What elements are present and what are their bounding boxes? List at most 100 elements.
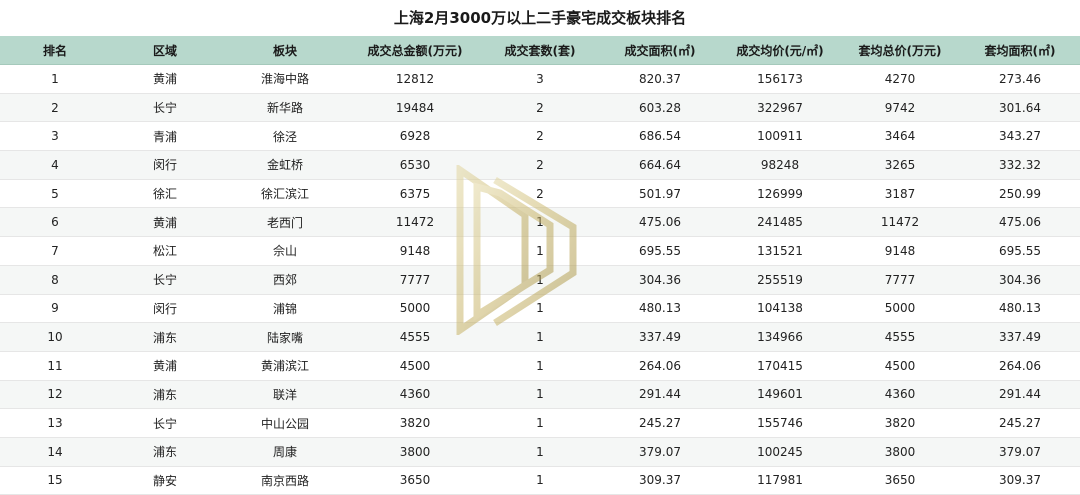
- table-cell: 1: [480, 265, 600, 295]
- table-cell: 中山公园: [220, 408, 350, 438]
- table-cell: 379.07: [960, 437, 1080, 467]
- table-cell: 黄浦: [110, 64, 220, 94]
- column-header-block: 板块: [220, 36, 350, 65]
- table-cell: 4555: [840, 322, 960, 352]
- table-cell: 7777: [350, 265, 480, 295]
- table-cell: 徐汇滨江: [220, 179, 350, 209]
- table-cell: 273.46: [960, 64, 1080, 94]
- table-cell: 1: [480, 322, 600, 352]
- table-cell: 2: [480, 179, 600, 209]
- table-cell: 长宁: [110, 93, 220, 123]
- table-cell: 170415: [720, 351, 840, 381]
- table-row: 14 浦东 周康 3800 1 379.07 100245 3800 379.07: [0, 437, 1080, 467]
- table-cell: 241485: [720, 207, 840, 238]
- table-cell: 4270: [840, 64, 960, 94]
- table-cell: 14: [0, 437, 110, 467]
- column-header-units: 成交套数(套): [480, 36, 600, 65]
- table-cell: 闵行: [110, 150, 220, 180]
- table-cell: 9: [0, 294, 110, 324]
- table-cell: 664.64: [600, 150, 720, 180]
- table-cell: 6530: [350, 150, 480, 180]
- table-cell: 浦东: [110, 322, 220, 352]
- table-cell: 3265: [840, 150, 960, 180]
- table-cell: 337.49: [960, 322, 1080, 352]
- table-cell: 12812: [350, 64, 480, 94]
- table-cell: 1: [480, 380, 600, 410]
- table-cell: 4360: [350, 380, 480, 410]
- column-header-rank: 排名: [0, 36, 110, 65]
- table-cell: 2: [480, 93, 600, 123]
- table-cell: 686.54: [600, 121, 720, 152]
- table-cell: 379.07: [600, 437, 720, 467]
- table-cell: 浦东: [110, 437, 220, 467]
- table-cell: 1: [480, 466, 600, 495]
- table-cell: 8: [0, 265, 110, 295]
- table-cell: 闵行: [110, 294, 220, 324]
- table-cell: 2: [480, 150, 600, 180]
- table-cell: 1: [0, 64, 110, 94]
- table-cell: 322967: [720, 93, 840, 123]
- table-cell: 9742: [840, 93, 960, 123]
- table-cell: 13: [0, 408, 110, 438]
- column-header-avg-total: 套均总价(万元): [840, 36, 960, 65]
- table-cell: 4: [0, 150, 110, 180]
- table-row: 10 浦东 陆家嘴 4555 1 337.49 134966 4555 337.49: [0, 322, 1080, 352]
- table-cell: 11: [0, 351, 110, 381]
- table-cell: 304.36: [960, 265, 1080, 295]
- table-header-row: 排名 区域 板块 成交总金额(万元) 成交套数(套) 成交面积(㎡) 成交均价(…: [0, 36, 1080, 65]
- table-row: 4 闵行 金虹桥 6530 2 664.64 98248 3265 332.32: [0, 150, 1080, 180]
- table-cell: 5000: [350, 294, 480, 324]
- table-row: 5 徐汇 徐汇滨江 6375 2 501.97 126999 3187 250.99: [0, 179, 1080, 209]
- table-row: 13 长宁 中山公园 3820 1 245.27 155746 3820 245.27: [0, 408, 1080, 438]
- table-cell: 3187: [840, 179, 960, 209]
- table-cell: 黄浦滨江: [220, 351, 350, 381]
- column-header-avg-area: 套均面积(㎡): [960, 36, 1080, 65]
- table-cell: 12: [0, 380, 110, 410]
- table-cell: 15: [0, 466, 110, 495]
- table-cell: 245.27: [600, 408, 720, 438]
- table-cell: 98248: [720, 150, 840, 180]
- table-cell: 5000: [840, 294, 960, 324]
- table-cell: 徐汇: [110, 179, 220, 209]
- table-row: 3 青浦 徐泾 6928 2 686.54 100911 3464 343.27: [0, 121, 1080, 152]
- column-header-avg-price: 成交均价(元/㎡): [720, 36, 840, 65]
- table-cell: 155746: [720, 408, 840, 438]
- table-cell: 301.64: [960, 93, 1080, 123]
- table-cell: 4500: [350, 351, 480, 381]
- table-cell: 3650: [840, 466, 960, 495]
- table-cell: 820.37: [600, 64, 720, 94]
- table-cell: 4360: [840, 380, 960, 410]
- table-cell: 1: [480, 351, 600, 381]
- table-cell: 126999: [720, 179, 840, 209]
- table-cell: 静安: [110, 466, 220, 495]
- table-cell: 695.55: [600, 236, 720, 266]
- table-row: 11 黄浦 黄浦滨江 4500 1 264.06 170415 4500 264.06: [0, 351, 1080, 381]
- column-header-total-amount: 成交总金额(万元): [350, 36, 480, 65]
- table-cell: 6: [0, 207, 110, 238]
- table-cell: 19484: [350, 93, 480, 123]
- table-cell: 149601: [720, 380, 840, 410]
- table-cell: 695.55: [960, 236, 1080, 266]
- table-cell: 浦东: [110, 380, 220, 410]
- ranking-table: 排名 区域 板块 成交总金额(万元) 成交套数(套) 成交面积(㎡) 成交均价(…: [0, 36, 1080, 495]
- table-cell: 100911: [720, 121, 840, 152]
- table-cell: 3820: [840, 408, 960, 438]
- table-cell: 2: [0, 93, 110, 123]
- table-cell: 3800: [350, 437, 480, 467]
- table-cell: 联洋: [220, 380, 350, 410]
- table-cell: 100245: [720, 437, 840, 467]
- table-cell: 10: [0, 322, 110, 352]
- table-cell: 3800: [840, 437, 960, 467]
- table-cell: 南京西路: [220, 466, 350, 495]
- table-cell: 291.44: [960, 380, 1080, 410]
- table-row: 9 闵行 浦锦 5000 1 480.13 104138 5000 480.13: [0, 294, 1080, 324]
- table-cell: 3820: [350, 408, 480, 438]
- table-cell: 陆家嘴: [220, 322, 350, 352]
- table-cell: 西郊: [220, 265, 350, 295]
- table-cell: 2: [480, 121, 600, 152]
- page-title: 上海2月3000万以上二手豪宅成交板块排名: [393, 9, 687, 27]
- table-cell: 徐泾: [220, 121, 350, 152]
- table-cell: 长宁: [110, 265, 220, 295]
- table-cell: 264.06: [600, 351, 720, 381]
- table-row: 2 长宁 新华路 19484 2 603.28 322967 9742 301.64: [0, 93, 1080, 123]
